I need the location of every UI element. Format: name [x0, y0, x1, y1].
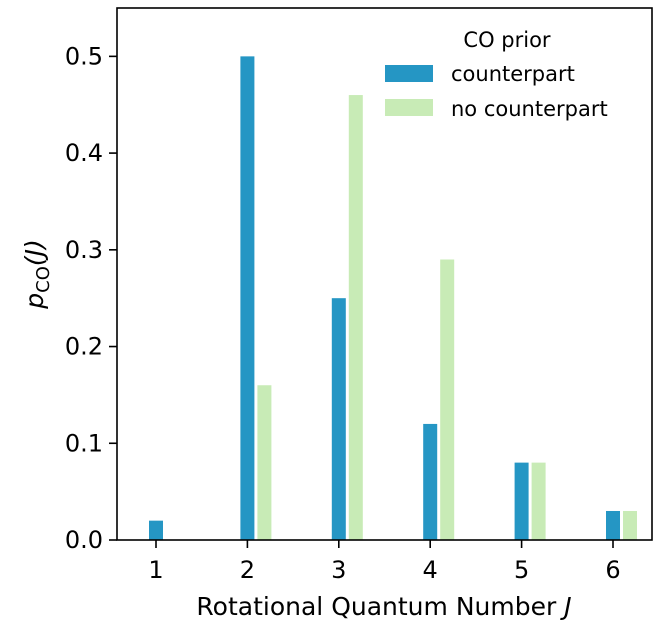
bar-counterpart-j1: [149, 520, 163, 540]
x-tick-label: 6: [605, 556, 620, 584]
bars-layer: [149, 56, 637, 541]
bar-counterpart-j2: [240, 56, 255, 540]
bar-counterpart-j5: [514, 462, 529, 540]
bar-counterpart-j4: [423, 423, 438, 540]
legend-swatch-no-counterpart: [385, 99, 433, 116]
legend-swatch-counterpart: [385, 65, 433, 82]
bar-no-counterpart-j3: [348, 95, 363, 541]
bar-no-counterpart-j2: [257, 385, 272, 540]
y-axis: 0.0 0.1 0.2 0.3 0.4 0.5: [65, 42, 117, 554]
plot-frame: [116, 7, 653, 541]
bar-counterpart-j6: [606, 510, 620, 540]
legend-label-counterpart: counterpart: [451, 62, 575, 86]
x-tick-label: 3: [331, 556, 346, 584]
legend-label-no-counterpart: no counterpart: [451, 97, 608, 121]
y-tick-label: 0.2: [65, 333, 103, 361]
x-tick-label: 1: [148, 556, 163, 584]
y-tick-label: 0.4: [65, 139, 103, 167]
x-axis-label: Rotational Quantum Number J: [196, 592, 571, 621]
bar-no-counterpart-j5: [531, 462, 546, 540]
y-tick-label: 0.3: [65, 236, 103, 264]
y-tick-label: 0.0: [65, 526, 103, 554]
bar-no-counterpart-j6: [623, 510, 637, 540]
bar-no-counterpart-j4: [440, 259, 455, 540]
x-tick-label: 5: [514, 556, 529, 584]
legend-title: CO prior: [463, 28, 551, 52]
x-axis: 1 2 3 4 5 6: [148, 540, 621, 584]
y-tick-label: 0.1: [65, 429, 103, 457]
bar-counterpart-j3: [331, 298, 346, 540]
y-tick-label: 0.5: [65, 42, 103, 70]
x-tick-label: 2: [240, 556, 255, 584]
x-tick-label: 4: [423, 556, 438, 584]
legend: CO prior counterpart no counterpart: [385, 28, 608, 121]
y-axis-label: pCO(J): [20, 239, 54, 310]
